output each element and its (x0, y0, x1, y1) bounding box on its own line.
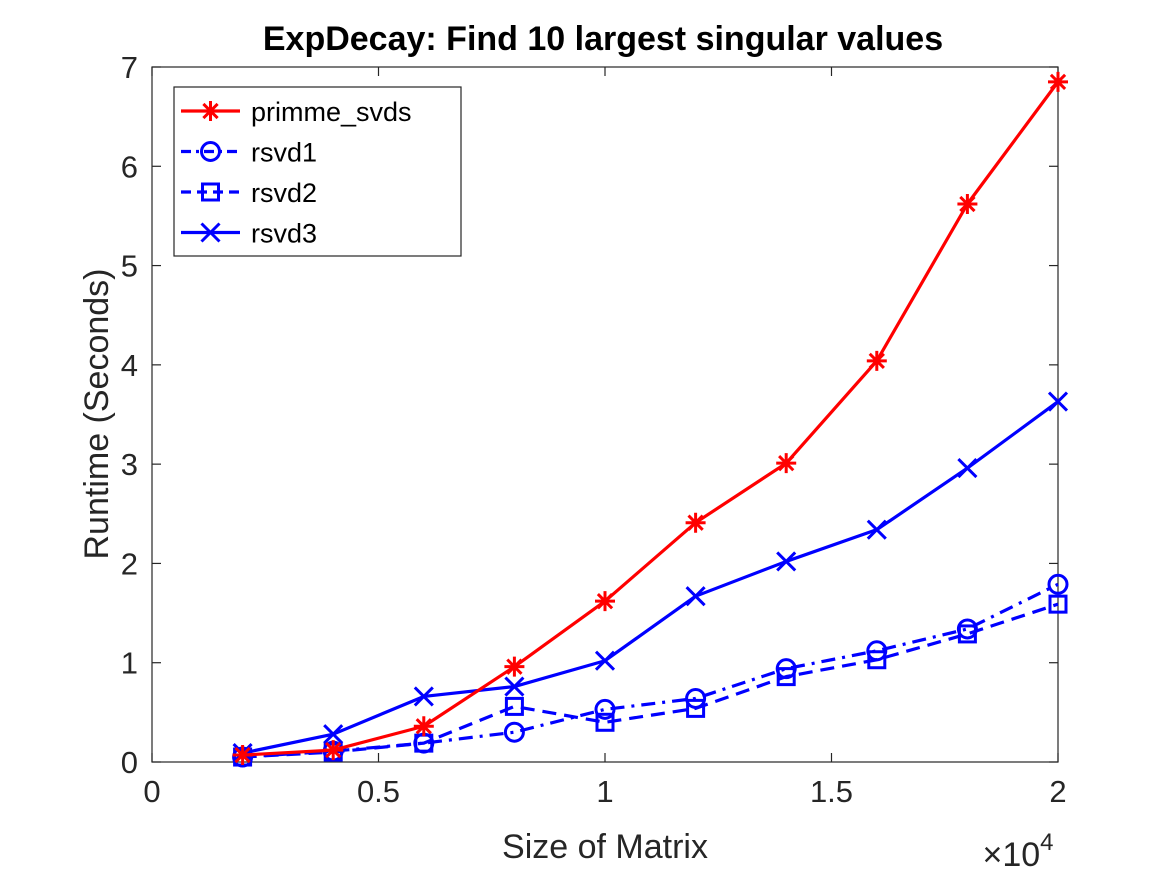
data-point-square (201, 182, 220, 202)
data-point-square (504, 696, 524, 716)
data-point-circle (200, 141, 221, 162)
y-axis-label: Runtime (Seconds) (78, 268, 116, 559)
data-point-x (1047, 391, 1069, 412)
data-point-asterisk (504, 656, 525, 677)
data-point-square (686, 698, 706, 718)
data-point-x (594, 650, 616, 671)
x-tick-label: 1 (596, 774, 613, 809)
data-point-asterisk (323, 740, 344, 761)
data-point-square (1048, 594, 1068, 614)
y-tick-label: 7 (121, 50, 138, 85)
data-point-asterisk (776, 453, 797, 474)
x-tick-label: 0.5 (357, 774, 400, 809)
series-primme-svds (232, 71, 1068, 766)
y-tick-label: 4 (121, 348, 138, 383)
legend-item-rsvd2: rsvd2 (181, 178, 317, 208)
legend-item-primme-svds: primme_svds (181, 97, 412, 127)
data-point-x (957, 458, 978, 479)
y-tick-label: 0 (121, 745, 138, 780)
chart-title: ExpDecay: Find 10 largest singular value… (263, 20, 943, 58)
data-point-square (957, 624, 977, 644)
data-point-asterisk (200, 101, 221, 121)
x-exponent-power: 4 (1040, 829, 1053, 856)
data-point-square (867, 650, 887, 670)
legend-label: rsvd2 (251, 178, 317, 208)
legend-label: rsvd3 (251, 219, 317, 249)
legend-label: primme_svds (251, 97, 412, 127)
data-point-circle (594, 698, 616, 720)
data-point-asterisk (866, 350, 887, 371)
data-point-asterisk (957, 194, 978, 215)
data-point-square (595, 712, 615, 732)
legend-box (173, 86, 462, 257)
legend-item-rsvd1: rsvd1 (181, 138, 317, 168)
data-point-x (776, 551, 797, 572)
legend: primme_svds rsvd1 rsvd2 rsvd3 (173, 86, 462, 257)
y-tick-label: 6 (121, 149, 138, 184)
series-line (242, 400, 1059, 755)
y-tick-label: 2 (121, 546, 138, 581)
data-point-asterisk (685, 512, 706, 533)
tick-labels: 0 0.5 1 1.5 2 0 1 2 3 4 5 6 7 (121, 50, 1067, 809)
axis-ticks (151, 66, 1059, 763)
y-tick-label: 5 (121, 249, 138, 284)
data-point-x (323, 724, 344, 745)
data-point-x (685, 586, 706, 607)
x-tick-label: 0 (143, 774, 160, 809)
x-axis-exponent: ×104 (982, 829, 1053, 874)
data-point-asterisk (1048, 71, 1068, 92)
data-point-x (200, 222, 221, 243)
data-point-square (776, 667, 796, 687)
data-point-x (504, 676, 525, 697)
y-tick-label: 1 (121, 646, 138, 681)
x-tick-label: 2 (1049, 774, 1066, 809)
data-point-x (866, 519, 887, 540)
legend-label: rsvd1 (251, 138, 317, 168)
data-point-circle (1047, 573, 1069, 595)
x-axis-label: Size of Matrix (502, 828, 708, 866)
data-point-asterisk (413, 716, 434, 737)
data-point-asterisk (595, 591, 615, 612)
data-point-asterisk (232, 745, 253, 766)
series-line (242, 80, 1060, 757)
data-point-circle (503, 721, 525, 743)
data-point-x (413, 686, 434, 707)
y-tick-label: 3 (121, 447, 138, 482)
legend-item-rsvd3: rsvd3 (181, 219, 317, 249)
x-tick-label: 1.5 (810, 774, 853, 809)
x-exponent-base: ×10 (982, 836, 1040, 874)
series-line (242, 602, 1059, 759)
series-layer (232, 71, 1069, 768)
